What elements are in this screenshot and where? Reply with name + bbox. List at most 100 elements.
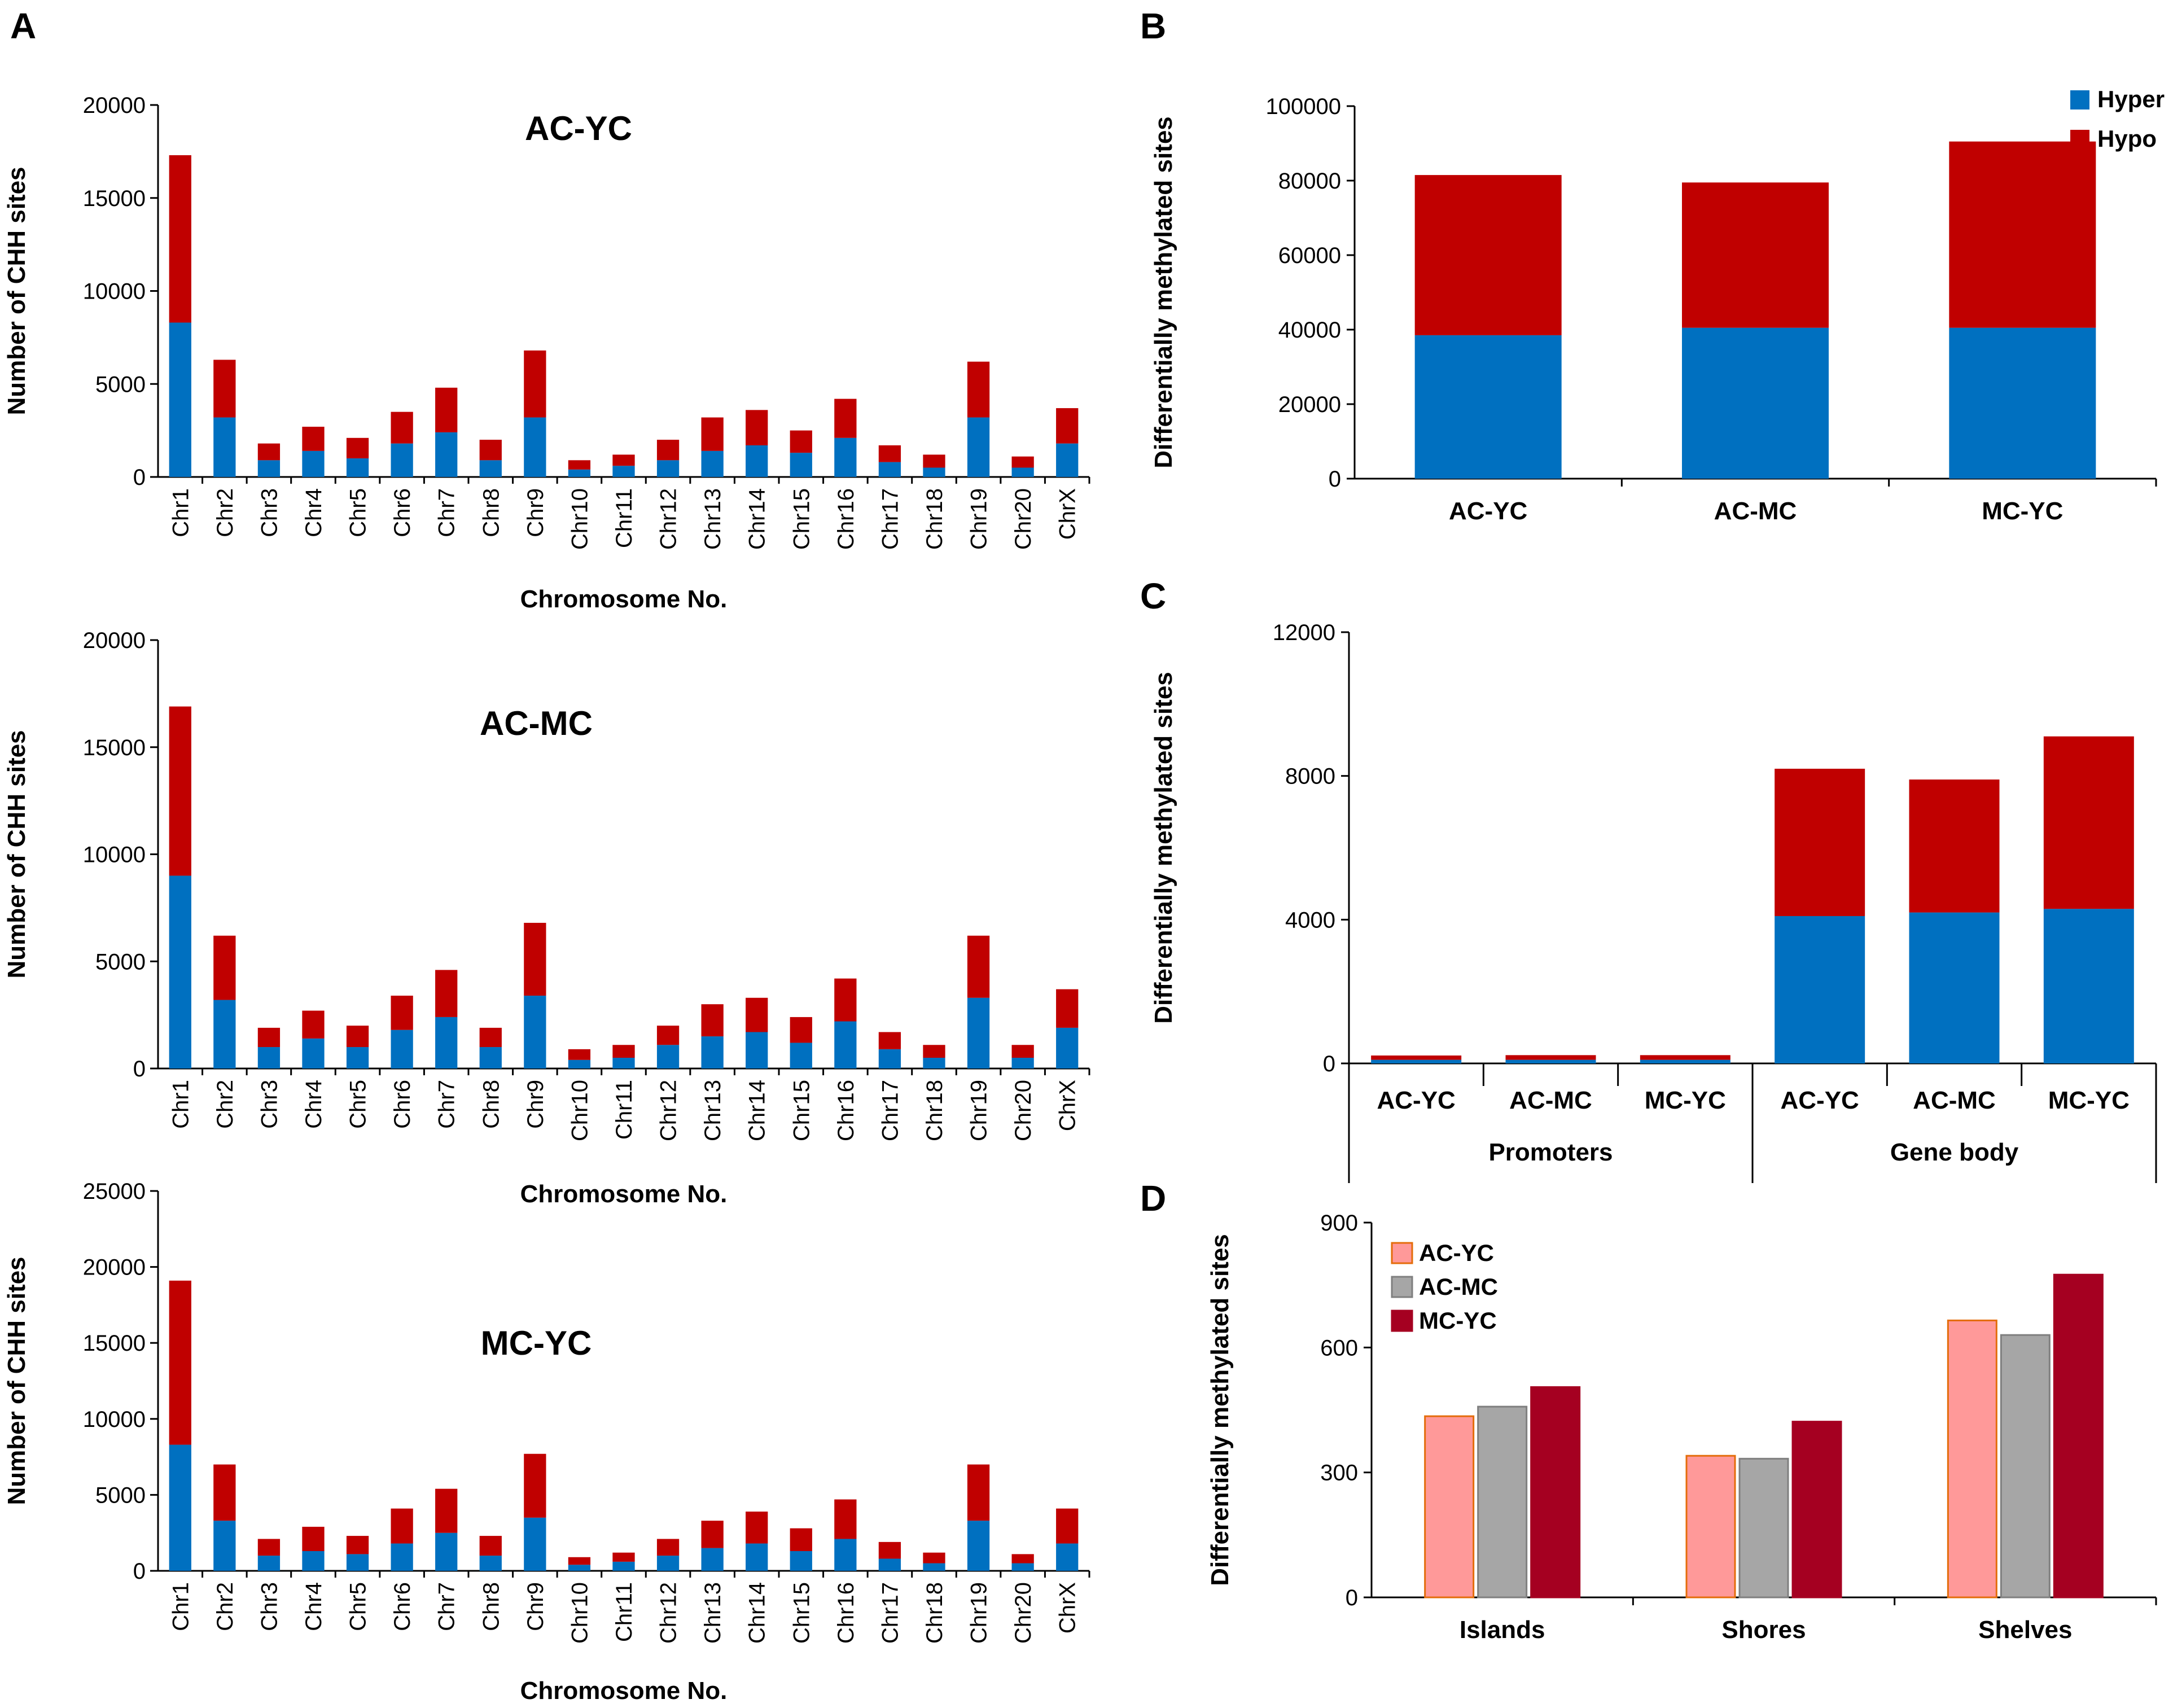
bar-hyper-chr8 bbox=[479, 1556, 502, 1571]
bar-hyper-chr2 bbox=[213, 1521, 236, 1571]
x-tick-label: Chr4 bbox=[301, 488, 326, 537]
bar-hyper-mc-yc-2 bbox=[1640, 1059, 1730, 1063]
bar-hyper-chr7 bbox=[435, 432, 458, 477]
y-tick-label: 15000 bbox=[83, 186, 146, 211]
bar-hypo-chr5 bbox=[346, 1026, 369, 1048]
bar-hyper-chr6 bbox=[391, 1543, 413, 1571]
bar-hypo-chr2 bbox=[213, 1464, 236, 1521]
bar-hypo-chr14 bbox=[746, 997, 768, 1032]
bar-hypo-chr9 bbox=[524, 922, 546, 996]
bar-hyper-chr4 bbox=[302, 1038, 325, 1068]
x-tick-label: Chr15 bbox=[789, 1080, 814, 1141]
bar-ac-mc-shores bbox=[1738, 1457, 1789, 1598]
x-tick-label: Chr12 bbox=[656, 488, 681, 550]
bar-hypo-chr19 bbox=[967, 935, 990, 998]
bar-hyper-chr7 bbox=[435, 1532, 458, 1571]
legend-label-hypo: Hypo bbox=[2097, 125, 2157, 152]
bar-hyper-chr17 bbox=[878, 462, 901, 477]
x-tick-label: Chr7 bbox=[435, 1080, 459, 1129]
bar-hypo-chr19 bbox=[967, 1464, 990, 1521]
bar-hypo-chr19 bbox=[967, 361, 990, 418]
x-tick-label: Chr18 bbox=[922, 488, 947, 550]
bar-hypo-mc-yc-5 bbox=[2043, 736, 2134, 909]
x-tick-label: Chr19 bbox=[967, 488, 992, 550]
y-tick-label: 300 bbox=[1320, 1461, 1358, 1486]
x-tick-label: MC-YC bbox=[1982, 497, 2063, 525]
bar-hypo-chr8 bbox=[479, 440, 502, 461]
bar-hyper-chr17 bbox=[878, 1049, 901, 1068]
x-tick-label: ChrX bbox=[1055, 1080, 1080, 1131]
y-tick-label: 20000 bbox=[1278, 392, 1341, 417]
bar-hyper-chr9 bbox=[524, 995, 546, 1068]
y-tick-label: 0 bbox=[133, 465, 146, 490]
x-tick-label: Chr1 bbox=[168, 1582, 193, 1631]
x-tick-label: Islands bbox=[1460, 1616, 1545, 1644]
x-tick-label: Chr5 bbox=[346, 1582, 371, 1631]
bar-hypo-chr5 bbox=[346, 1536, 369, 1554]
bar-hyper-ac-mc-1 bbox=[1505, 1059, 1596, 1063]
x-tick-label: AC-YC bbox=[1781, 1087, 1859, 1114]
bar-hyper-chr19 bbox=[967, 1521, 990, 1571]
x-tick-label: Chr15 bbox=[789, 1582, 814, 1644]
bar-hypo-chr4 bbox=[302, 1526, 325, 1552]
bar-hypo-chr13 bbox=[701, 1004, 724, 1037]
bar-ac-mc-shelves bbox=[2000, 1334, 2051, 1598]
legend-swatch-mc-yc bbox=[1391, 1310, 1413, 1332]
bar-hyper-chr18 bbox=[923, 1058, 945, 1068]
bar-hyper-chr10 bbox=[568, 1059, 591, 1068]
bar-hypo-ac-mc-1 bbox=[1505, 1055, 1596, 1060]
bar-hyper-chr13 bbox=[701, 1548, 724, 1571]
bar-hypo-chr15 bbox=[790, 1017, 812, 1043]
panel-label-a: A bbox=[10, 6, 36, 46]
bar-hyper-chr13 bbox=[701, 1036, 724, 1068]
y-tick-label: 0 bbox=[1323, 1052, 1335, 1076]
legend-swatch-hypo bbox=[2070, 130, 2089, 149]
chart-d: 0 300 600 900 Islands Shores Shelves Differenti… bbox=[1206, 1211, 2157, 1644]
y-tick-label: 25000 bbox=[83, 1179, 146, 1204]
x-tick-label: Chr2 bbox=[213, 1080, 238, 1129]
bar-hypo-chr20 bbox=[1011, 1045, 1034, 1058]
y-tick-label: 15000 bbox=[83, 1331, 146, 1356]
bar-hyper-chr8 bbox=[479, 1047, 502, 1068]
group-label-promoters: Promoters bbox=[1488, 1138, 1613, 1166]
bar-hyper-mc-yc bbox=[1949, 327, 2096, 479]
chart-a-ac-yc: 0 5000 10000 15000 20000 Chr1 Chr2 Chr3 Chr4 Chr5… bbox=[3, 93, 1090, 613]
x-tick-label: Chr16 bbox=[834, 1582, 858, 1644]
y-tick-label: 40000 bbox=[1278, 318, 1341, 343]
bar-hyper-chr20 bbox=[1011, 1058, 1034, 1068]
y-tick-label: 0 bbox=[1329, 467, 1341, 492]
bar-hyper-chr16 bbox=[834, 1539, 857, 1571]
x-tick-label: Chr11 bbox=[612, 1582, 637, 1642]
x-tick-label: Chr3 bbox=[257, 488, 282, 537]
y-tick-label: 20000 bbox=[83, 628, 146, 653]
x-tick-label: Chr8 bbox=[479, 1080, 503, 1129]
bar-hypo-chr1 bbox=[169, 706, 191, 876]
x-tick-label: Chr3 bbox=[257, 1080, 282, 1129]
bar-hyper-ac-mc bbox=[1682, 327, 1829, 479]
bar-hypo-chr8 bbox=[479, 1536, 502, 1556]
bar-hypo-chr15 bbox=[790, 1528, 812, 1552]
bar-hyper-chr12 bbox=[656, 1045, 680, 1068]
bar-hyper-chr5 bbox=[346, 1047, 369, 1068]
bar-hyper-chr4 bbox=[302, 1551, 325, 1571]
y-tick-label: 10000 bbox=[83, 843, 146, 868]
bar-hyper-ac-yc bbox=[1414, 335, 1562, 479]
bar-hyper-chr14 bbox=[746, 1032, 768, 1068]
bar-hypo-chr13 bbox=[701, 417, 724, 451]
panel-label-c: C bbox=[1140, 576, 1166, 616]
bar-hypo-chr4 bbox=[302, 427, 325, 451]
x-tick-label: Chr9 bbox=[523, 1582, 548, 1631]
x-tick-label: Chr10 bbox=[567, 1080, 592, 1141]
y-tick-label: 0 bbox=[133, 1057, 146, 1081]
x-tick-label: Chr6 bbox=[390, 1582, 415, 1631]
bar-hypo-ac-yc-0 bbox=[1371, 1055, 1462, 1060]
x-tick-label: Shelves bbox=[1978, 1616, 2072, 1644]
x-tick-label: AC-YC bbox=[1377, 1087, 1456, 1114]
x-tick-label: Chr19 bbox=[967, 1582, 992, 1644]
x-tick-label: Chr16 bbox=[834, 488, 858, 550]
legend-swatch-ac-mc bbox=[1391, 1276, 1413, 1298]
bar-hypo-chr10 bbox=[568, 1557, 591, 1565]
y-tick-label: 0 bbox=[1346, 1586, 1358, 1610]
x-tick-label: Chr5 bbox=[346, 488, 371, 537]
y-axis-title: Number of CHH sites bbox=[3, 730, 30, 978]
